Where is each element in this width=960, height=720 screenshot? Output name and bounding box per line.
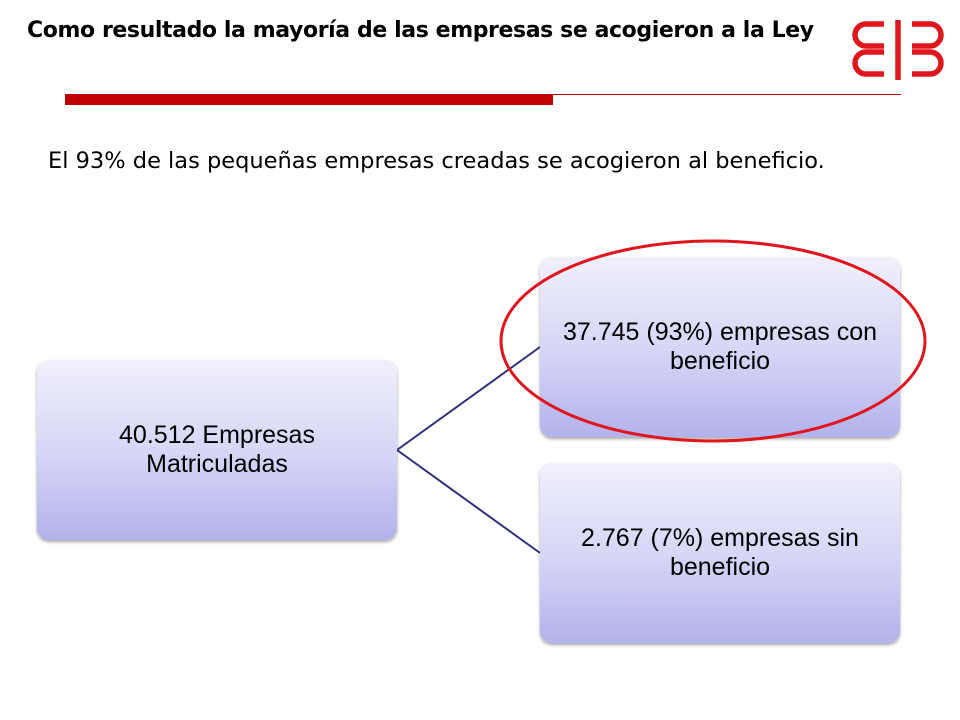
slide-title: Como resultado la mayoría de las empresa… (27, 18, 814, 43)
node-with-benefit-label: 37.745 (93%) empresas con beneficio (562, 318, 878, 375)
title-underline-thin (553, 94, 901, 95)
node-total-companies-label: 40.512 Empresas Matriculadas (119, 421, 315, 478)
body-paragraph: El 93% de las pequeñas empresas creadas … (48, 148, 825, 174)
node-without-benefit: 2.767 (7%) empresas sin beneficio (540, 463, 900, 643)
connector-to-with-benefit (396, 346, 541, 451)
brand-logo-icon (852, 20, 944, 80)
node-total-companies: 40.512 Empresas Matriculadas (37, 360, 397, 540)
connector-to-without-benefit (396, 449, 541, 554)
node-with-benefit: 37.745 (93%) empresas con beneficio (540, 257, 900, 437)
title-underline-thick (65, 94, 553, 105)
node-without-benefit-label: 2.767 (7%) empresas sin beneficio (581, 524, 859, 581)
